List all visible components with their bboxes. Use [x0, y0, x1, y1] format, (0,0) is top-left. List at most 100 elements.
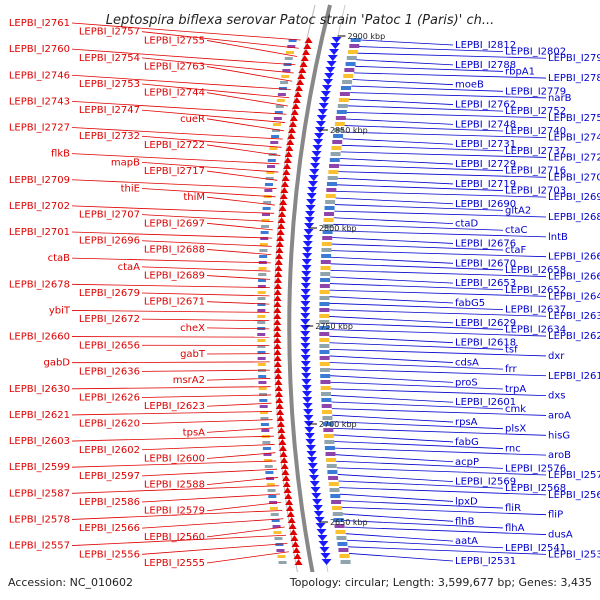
gene-label-right[interactable]: LEPBI_I2716 [505, 166, 566, 177]
gene-label-left[interactable]: LEPBI_I2763 [144, 62, 205, 73]
gene-label-right[interactable]: flhA [505, 523, 525, 534]
gene-label-left[interactable]: LEPBI_I2744 [144, 88, 205, 99]
gene-label-right[interactable]: narB [548, 93, 572, 104]
gene-label-right[interactable]: LEPBI_I2646 [548, 291, 600, 302]
gene-label-right[interactable]: LEPBI_I2731 [455, 139, 516, 150]
gene-label-left[interactable]: LEPBI_I2707 [79, 210, 140, 221]
gene-label-right[interactable]: dusA [548, 530, 573, 541]
gene-label-right[interactable]: LEPBI_I2676 [455, 238, 516, 249]
gene-label-left[interactable]: LEPBI_I2702 [9, 201, 70, 212]
gene-label-right[interactable]: LEPBI_I2652 [505, 285, 566, 296]
gene-label-left[interactable]: LEPBI_I2671 [144, 297, 205, 308]
gene-label-left[interactable]: mapB [111, 157, 140, 168]
gene-label-right[interactable]: LEPBI_I2797 [548, 53, 600, 64]
gene-label-right[interactable]: LEPBI_I2568 [505, 483, 566, 494]
gene-label-left[interactable]: msrA2 [173, 375, 205, 386]
gene-label-left[interactable]: LEPBI_I2747 [79, 105, 140, 116]
gene-label-left[interactable]: LEPBI_I2743 [9, 96, 70, 107]
gene-label-right[interactable]: dxr [548, 351, 565, 362]
gene-label-right[interactable]: LEPBI_I2740 [505, 126, 566, 137]
gene-label-right[interactable]: LEPBI_I2690 [455, 199, 516, 210]
gene-label-left[interactable]: LEPBI_I2599 [9, 462, 70, 473]
gene-label-left[interactable]: LEPBI_I2760 [9, 44, 70, 55]
gene-label-right[interactable]: moeB [455, 80, 484, 91]
gene-label-left[interactable]: LEPBI_I2732 [79, 131, 140, 142]
gene-label-right[interactable]: LEPBI_I2541 [505, 543, 566, 554]
gene-label-left[interactable]: LEPBI_I2587 [9, 488, 70, 499]
gene-label-right[interactable]: plsX [505, 424, 526, 435]
gene-label-left[interactable]: LEPBI_I2579 [144, 506, 205, 517]
gene-label-left[interactable]: LEPBI_I2656 [79, 340, 140, 351]
gene-label-left[interactable]: LEPBI_I2555 [144, 558, 205, 569]
gene-label-right[interactable]: LEPBI_I2576 [505, 463, 566, 474]
gene-label-right[interactable]: lpxD [455, 496, 478, 507]
gene-label-right[interactable]: fabG [455, 437, 479, 448]
gene-label-right[interactable]: LEPBI_I2812 [455, 40, 516, 51]
gene-label-left[interactable]: LEPBI_I2557 [9, 541, 70, 552]
gene-label-right[interactable]: flhB [455, 516, 475, 527]
gene-label-right[interactable]: cmk [505, 404, 526, 415]
gene-label-left[interactable]: flkB [51, 149, 70, 160]
gene-label-right[interactable]: LEPBI_I2784 [548, 73, 600, 84]
gene-label-right[interactable]: rpsA [455, 417, 478, 428]
gene-label-left[interactable]: cueR [180, 114, 205, 125]
gene-label-left[interactable]: LEPBI_I2600 [144, 453, 205, 464]
gene-label-right[interactable]: lntB [548, 232, 568, 243]
gene-label-left[interactable]: LEPBI_I2709 [9, 175, 70, 186]
gene-label-right[interactable]: LEPBI_I2601 [455, 397, 516, 408]
gene-label-left[interactable]: LEPBI_I2621 [9, 410, 70, 421]
gene-label-left[interactable]: LEPBI_I2689 [144, 271, 205, 282]
gene-label-right[interactable]: LEPBI_I2779 [505, 86, 566, 97]
gene-label-left[interactable]: LEPBI_I2672 [79, 314, 140, 325]
gene-label-right[interactable]: hisG [548, 430, 570, 441]
gene-label-left[interactable]: LEPBI_I2636 [79, 366, 140, 377]
gene-label-left[interactable]: LEPBI_I2597 [79, 471, 140, 482]
gene-label-right[interactable]: LEPBI_I2752 [505, 106, 566, 117]
gene-label-right[interactable]: cdsA [455, 358, 479, 369]
gene-label-right[interactable]: tsf [505, 344, 518, 355]
gene-label-right[interactable]: LEPBI_I2637 [505, 305, 566, 316]
gene-label-left[interactable]: LEPBI_I2697 [144, 218, 205, 229]
gene-label-left[interactable]: thiE [121, 183, 140, 194]
gene-label-left[interactable]: LEPBI_I2696 [79, 236, 140, 247]
gene-label-right[interactable]: LEPBI_I2622 [548, 331, 600, 342]
gene-label-left[interactable]: ctaA [118, 262, 141, 273]
gene-label-left[interactable]: LEPBI_I2586 [79, 497, 140, 508]
gene-label-right[interactable]: fliP [548, 510, 563, 521]
gene-label-right[interactable]: rnc [505, 444, 521, 455]
gene-label-right[interactable]: LEPBI_I2561 [548, 490, 600, 501]
gene-label-right[interactable]: LEPBI_I2531 [455, 556, 516, 567]
gene-label-left[interactable]: LEPBI_I2660 [9, 332, 70, 343]
gene-label-right[interactable]: aroA [548, 410, 571, 421]
gene-label-left[interactable]: LEPBI_I2678 [9, 279, 70, 290]
gene-label-right[interactable]: dxs [548, 391, 565, 402]
gene-label-left[interactable]: LEPBI_I2566 [79, 523, 140, 534]
gene-label-right[interactable]: frr [505, 364, 517, 375]
gene-label-right[interactable]: LEPBI_I2629 [455, 318, 516, 329]
gene-label-right[interactable]: LEPBI_I2762 [455, 100, 516, 111]
gene-label-right[interactable]: LEPBI_I2662 [548, 272, 600, 283]
gene-label-right[interactable]: LEPBI_I2758 [548, 113, 600, 124]
gene-label-right[interactable]: LEPBI_I2610 [548, 371, 600, 382]
gene-label-right[interactable]: ctaF [505, 245, 527, 256]
gene-label-left[interactable]: LEPBI_I2755 [144, 35, 205, 46]
gene-label-left[interactable]: LEPBI_I2602 [79, 445, 140, 456]
gene-label-left[interactable]: LEPBI_I2626 [79, 393, 140, 404]
gene-label-right[interactable]: acpP [455, 457, 479, 468]
gene-label-left[interactable]: LEPBI_I2746 [9, 70, 70, 81]
gene-label-right[interactable]: trpA [505, 384, 526, 395]
gene-label-right[interactable]: LEPBI_I2670 [455, 258, 516, 269]
gene-label-right[interactable]: aroB [548, 450, 571, 461]
gene-label-right[interactable]: LEPBI_I2802 [505, 47, 566, 58]
gene-label-right[interactable]: LEPBI_I2666 [548, 252, 600, 263]
gene-label-right[interactable]: LEPBI_I2703 [505, 186, 566, 197]
gene-label-right[interactable]: LEPBI_I2748 [455, 119, 516, 130]
gene-label-left[interactable]: cheX [180, 323, 205, 334]
gene-label-left[interactable]: LEPBI_I2761 [9, 18, 70, 29]
gene-label-left[interactable]: LEPBI_I2556 [79, 549, 140, 560]
gene-label-left[interactable]: LEPBI_I2560 [144, 532, 205, 543]
gene-label-right[interactable]: ctaC [505, 225, 528, 236]
gene-label-right[interactable]: LEPBI_I2658 [505, 265, 566, 276]
gene-label-left[interactable]: LEPBI_I2754 [79, 53, 140, 64]
gene-label-right[interactable]: fabG5 [455, 298, 485, 309]
